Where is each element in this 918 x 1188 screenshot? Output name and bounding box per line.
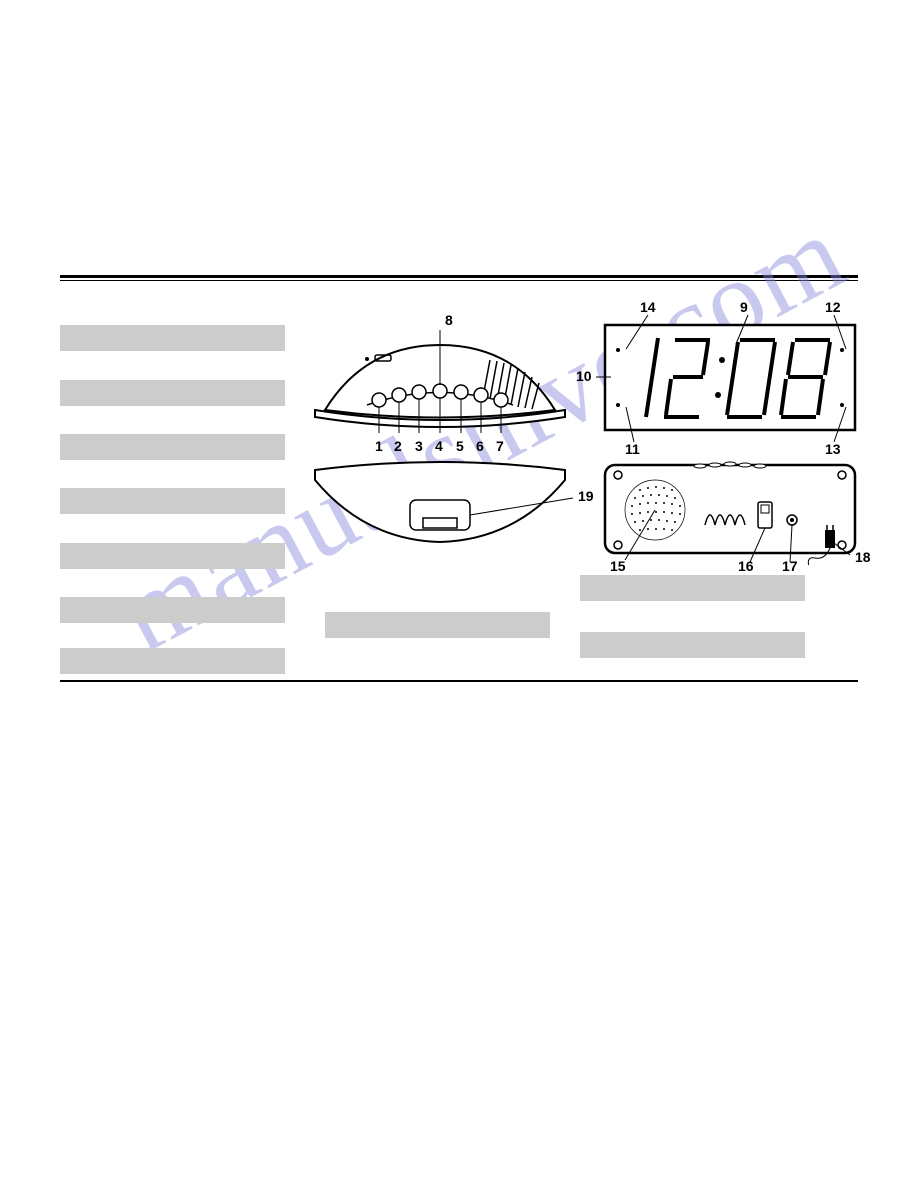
callout-16: 16 [738,558,754,574]
front-view-diagram [305,325,575,445]
callout-4: 4 [435,438,443,454]
callout-8: 8 [445,312,453,328]
callout-18: 18 [855,549,871,565]
label-bar-right-2 [580,632,805,658]
label-bar-1 [60,325,285,351]
label-bar-7 [60,648,285,674]
divider-bottom [60,680,858,682]
rear-view-diagram [600,460,860,565]
callout-5: 5 [456,438,464,454]
label-bar-4 [60,488,285,514]
callout-2: 2 [394,438,402,454]
callout-3: 3 [415,438,423,454]
divider-top [60,275,858,281]
callout-6: 6 [476,438,484,454]
label-bar-right-1 [580,575,805,601]
label-bar-3 [60,434,285,460]
label-bar-5 [60,543,285,569]
callout-17: 17 [782,558,798,574]
callout-1: 1 [375,438,383,454]
label-bar-2 [60,380,285,406]
callout-15: 15 [610,558,626,574]
callout-19: 19 [578,488,594,504]
callout-7: 7 [496,438,504,454]
label-bar-center [325,612,550,638]
clock-lead-lines [576,299,866,459]
label-bar-6 [60,597,285,623]
base-view-diagram [305,460,575,555]
